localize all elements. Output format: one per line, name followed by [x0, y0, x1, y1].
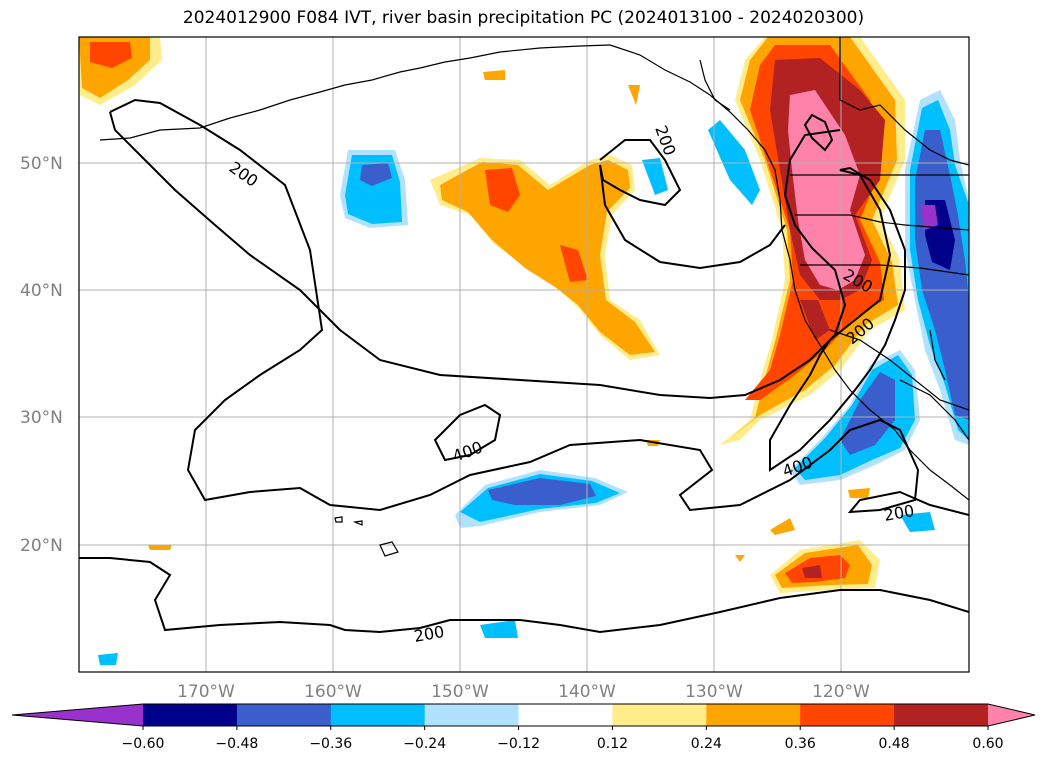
gridlines — [79, 37, 969, 672]
colorbar-segment — [800, 704, 895, 726]
contour-label: 400 — [450, 437, 485, 465]
colorbar-tick-label: −0.48 — [215, 736, 258, 752]
colorbar-extend-high — [988, 704, 1035, 726]
lon-tick-label: 160°W — [304, 682, 362, 702]
colorbar-tick-label: −0.24 — [403, 736, 446, 752]
lon-tick-label: 140°W — [558, 682, 616, 702]
colorbar-segment — [330, 704, 426, 726]
lon-tick-labels: 170°W 160°W 150°W 140°W 130°W 120°W — [177, 682, 870, 702]
colorbar-tick-label: 0.60 — [972, 736, 1003, 752]
coastlines — [99, 37, 969, 557]
colorbar-segment — [612, 704, 707, 726]
map-frame — [78, 36, 970, 673]
lat-tick-label: 50°N — [20, 154, 63, 174]
colorbar-tick-label: 0.12 — [597, 736, 628, 752]
colorbar-tick-label: −0.12 — [497, 736, 540, 752]
lat-tick-label: 40°N — [20, 281, 63, 301]
colorbar-segment — [706, 704, 801, 726]
colorbar-segment — [424, 704, 520, 726]
ivt-contours — [79, 98, 969, 634]
contour-label: 200 — [412, 622, 445, 646]
colorbar-segment — [894, 704, 989, 726]
colorbar-segment — [518, 704, 613, 726]
lon-tick-label: 170°W — [177, 682, 235, 702]
lat-tick-labels: 50°N 40°N 30°N 20°N — [20, 154, 63, 556]
colorbar-extend-low — [12, 704, 143, 726]
colorbar-segment — [143, 704, 238, 726]
lon-tick-label: 120°W — [812, 682, 870, 702]
lon-tick-label: 130°W — [685, 682, 743, 702]
contour-label: 200 — [651, 123, 679, 158]
lat-tick-label: 30°N — [20, 408, 63, 428]
colorbar-tick-label: −0.36 — [309, 736, 352, 752]
map-title: 2024012900 F084 IVT, river basin precipi… — [182, 8, 865, 28]
lat-tick-label: 20°N — [20, 536, 63, 556]
colorbar-tick-label: 0.48 — [879, 736, 910, 752]
colorbar-segment — [236, 704, 332, 726]
colorbar-tick-label: 0.36 — [785, 736, 816, 752]
colorbar-tick-label: −0.60 — [122, 736, 165, 752]
colorbar: −0.60 −0.48 −0.36 −0.24 −0.12 0.12 0.24 0.36 0.4… — [11, 703, 1036, 752]
colorbar-tick-label: 0.24 — [691, 736, 722, 752]
lon-tick-label: 150°W — [431, 682, 489, 702]
